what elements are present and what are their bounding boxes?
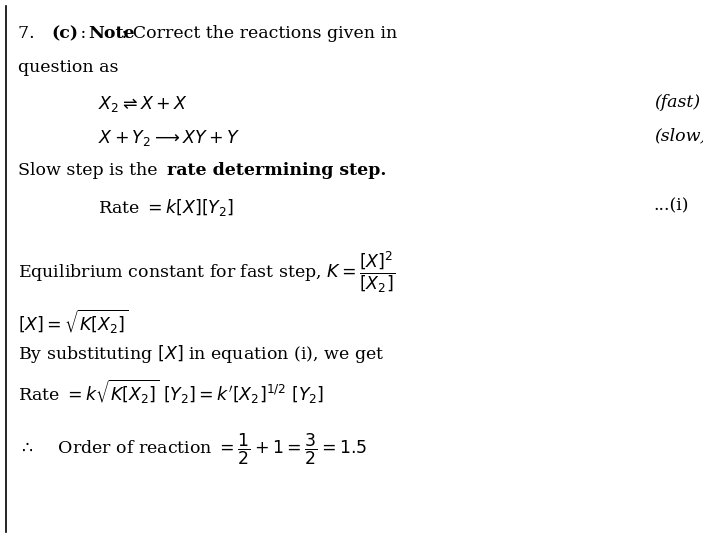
Text: ...(i): ...(i) (654, 197, 689, 214)
Text: By substituting $[X]$ in equation (i), we get: By substituting $[X]$ in equation (i), w… (18, 343, 384, 365)
Text: 7.: 7. (18, 25, 51, 42)
Text: $X + Y_2 \longrightarrow XY + Y$: $X + Y_2 \longrightarrow XY + Y$ (98, 128, 240, 148)
Text: $\therefore$    Order of reaction $= \dfrac{1}{2}+1 = \dfrac{3}{2} = 1.5$: $\therefore$ Order of reaction $= \dfrac… (18, 431, 367, 466)
Text: : Correct the reactions given in: : Correct the reactions given in (116, 25, 397, 42)
Text: Slow step is the: Slow step is the (18, 162, 162, 179)
Text: (slow): (slow) (654, 128, 703, 144)
Text: :: : (75, 25, 91, 42)
Text: Equilibrium constant for fast step, $K = \dfrac{[X]^2}{[X_2]}$: Equilibrium constant for fast step, $K =… (18, 249, 394, 295)
Text: Note: Note (88, 25, 134, 42)
Text: $X_2 \rightleftharpoons X + X$: $X_2 \rightleftharpoons X + X$ (98, 94, 188, 114)
Text: $[X] = \sqrt{K[X_2]}$: $[X] = \sqrt{K[X_2]}$ (18, 308, 128, 336)
Text: question as: question as (18, 59, 118, 76)
Text: (c): (c) (51, 25, 78, 42)
Text: Rate $= k[X][Y_2]$: Rate $= k[X][Y_2]$ (98, 197, 235, 218)
Text: rate determining step.: rate determining step. (167, 162, 386, 179)
Text: (fast): (fast) (654, 94, 700, 110)
Text: Rate $= k\sqrt{K[X_2]}\ [Y_2] = k^{\prime}[X_2]^{1/2}\ [Y_2]$: Rate $= k\sqrt{K[X_2]}\ [Y_2] = k^{\prim… (18, 378, 324, 406)
